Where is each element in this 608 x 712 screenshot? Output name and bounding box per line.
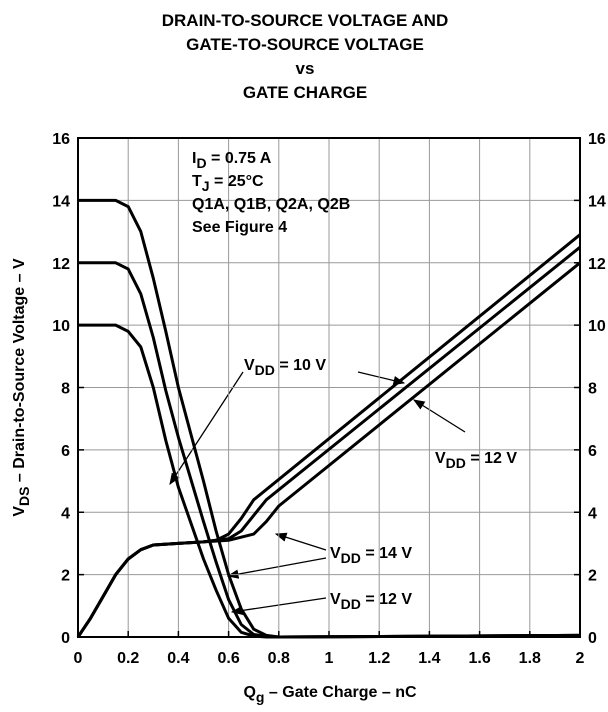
arrow bbox=[226, 557, 327, 579]
y-tick-label: 14 bbox=[52, 193, 70, 210]
y-tick-label: 16 bbox=[52, 131, 70, 148]
annotation: TJ = 25°C bbox=[192, 173, 264, 194]
text-part: V bbox=[330, 545, 341, 562]
y2-tick-label: 12 bbox=[588, 256, 606, 273]
y-tick-label: 4 bbox=[61, 505, 70, 522]
subscript: DD bbox=[341, 596, 361, 612]
callout-label: VDD = 14 V bbox=[330, 545, 412, 566]
subscript: DD bbox=[341, 550, 361, 566]
text-part: V bbox=[330, 591, 341, 608]
chart-title: GATE-TO-SOURCE VOLTAGE bbox=[186, 35, 424, 54]
x-tick-label: 2 bbox=[576, 650, 585, 667]
text-part: Q1A, Q1B, Q2A, Q2B bbox=[192, 196, 350, 213]
x-tick-label: 1.2 bbox=[368, 650, 390, 667]
annotation: ID = 0.75 A bbox=[192, 150, 272, 171]
y-tick-label: 8 bbox=[61, 381, 70, 398]
x-tick-label: 0 bbox=[74, 650, 83, 667]
subscript: D bbox=[196, 155, 206, 171]
text-part: = 12 V bbox=[466, 450, 517, 467]
text-part: V bbox=[244, 357, 255, 374]
x-tick-label: 1.8 bbox=[519, 650, 541, 667]
chart-title: GATE CHARGE bbox=[243, 83, 367, 102]
text-part: – Gate Charge – nC bbox=[264, 684, 416, 701]
y-axis-label: VDS – Drain-to-Source Voltage – V bbox=[11, 258, 32, 517]
y2-tick-label: 6 bbox=[588, 443, 597, 460]
text-part: = 0.75 A bbox=[207, 150, 272, 167]
text-part: V bbox=[435, 450, 446, 467]
y-tick-label: 2 bbox=[61, 568, 70, 585]
callout-label: VDD = 12 V bbox=[435, 450, 517, 471]
text-part: I bbox=[192, 150, 196, 167]
arrow bbox=[357, 371, 406, 386]
text-part: = 10 V bbox=[275, 357, 326, 374]
arrow bbox=[169, 371, 244, 485]
data-line bbox=[78, 261, 581, 639]
chart-title: DRAIN-TO-SOURCE VOLTAGE AND bbox=[162, 11, 448, 30]
data-line bbox=[76, 261, 581, 638]
y2-tick-label: 8 bbox=[588, 381, 597, 398]
annotation: Q1A, Q1B, Q2A, Q2B bbox=[192, 196, 350, 213]
subscript: g bbox=[256, 689, 265, 705]
y-tick-label: 12 bbox=[52, 256, 70, 273]
callout-arrows bbox=[169, 371, 466, 616]
subscript: DD bbox=[446, 455, 466, 471]
text-part: = 14 V bbox=[361, 545, 412, 562]
y2-tick-label: 16 bbox=[588, 131, 606, 148]
x-tick-label: 1.4 bbox=[418, 650, 440, 667]
arrow bbox=[413, 399, 466, 433]
text-part: V bbox=[11, 506, 28, 517]
x-tick-label: 1 bbox=[325, 650, 334, 667]
y-tick-label: 0 bbox=[61, 630, 70, 647]
text-part: Q bbox=[243, 684, 255, 701]
subscript: J bbox=[202, 178, 210, 194]
chart-title: vs bbox=[296, 59, 315, 78]
y-tick-label: 6 bbox=[61, 443, 70, 460]
y2-tick-label: 4 bbox=[588, 505, 597, 522]
x-tick-label: 0.6 bbox=[217, 650, 239, 667]
callout-label: VDD = 12 V bbox=[330, 591, 412, 612]
data-line bbox=[78, 198, 581, 639]
x-tick-label: 0.8 bbox=[268, 650, 290, 667]
y2-tick-label: 10 bbox=[588, 318, 606, 335]
text-part: – Drain-to-Source Voltage – V bbox=[11, 258, 28, 487]
x-tick-label: 0.2 bbox=[117, 650, 139, 667]
subscript: DS bbox=[16, 487, 32, 506]
text-part: See Figure 4 bbox=[192, 219, 287, 236]
x-tick-label: 0.4 bbox=[167, 650, 189, 667]
y2-tick-label: 0 bbox=[588, 630, 597, 647]
x-axis-label: Qg – Gate Charge – nC bbox=[243, 684, 417, 705]
text-part: = 12 V bbox=[361, 591, 412, 608]
y2-tick-label: 2 bbox=[588, 568, 597, 585]
arrow bbox=[274, 532, 327, 551]
x-tick-label: 1.6 bbox=[468, 650, 490, 667]
text-part: = 25°C bbox=[210, 173, 264, 190]
y-tick-label: 10 bbox=[52, 318, 70, 335]
y2-tick-label: 14 bbox=[588, 193, 606, 210]
subscript: DD bbox=[255, 362, 275, 378]
annotation: See Figure 4 bbox=[192, 219, 287, 236]
callout-label: VDD = 10 V bbox=[244, 357, 326, 378]
text-part: T bbox=[192, 173, 202, 190]
